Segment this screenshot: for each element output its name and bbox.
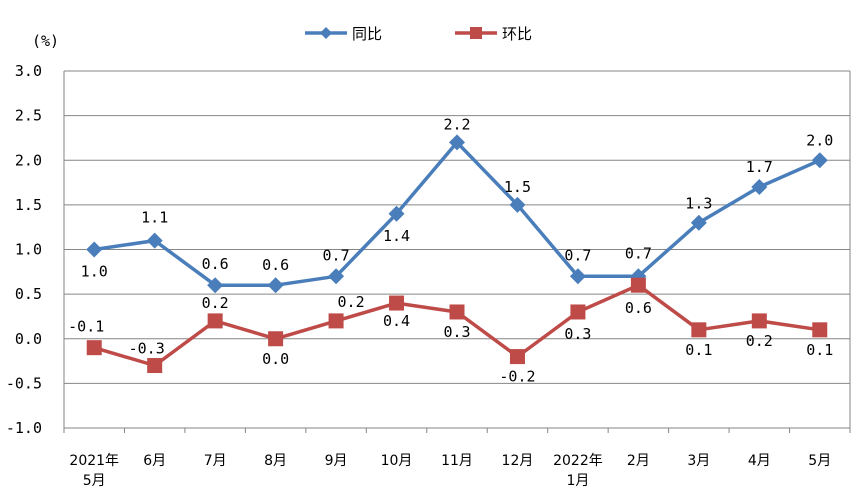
x-tick-label: 4月 (748, 453, 771, 469)
data-label: 1.1 (141, 209, 168, 227)
y-unit-label: (%) (32, 32, 59, 50)
data-label: 1.3 (685, 195, 712, 213)
x-tick-label: 6月 (143, 453, 166, 469)
data-label: 1.4 (383, 227, 410, 245)
data-label: 0.6 (202, 255, 229, 273)
data-label: 0.2 (338, 293, 365, 311)
marker-point (86, 241, 103, 258)
x-tick-label: 9月 (325, 453, 348, 469)
marker-point (449, 134, 465, 151)
marker-point (146, 232, 163, 249)
y-tick-label: 3.0 (15, 62, 42, 80)
data-label: 0.4 (383, 312, 410, 330)
marker-point (388, 205, 405, 222)
series-group (86, 134, 828, 374)
marker-point (691, 322, 707, 338)
legend-label: 同比 (352, 25, 382, 43)
x-tick-label: 7月 (204, 453, 227, 469)
marker-point (449, 304, 465, 320)
y-tick-label: 2.0 (15, 151, 42, 169)
data-label: 2.0 (806, 131, 833, 149)
marker-point (630, 277, 646, 293)
data-label: 0.7 (625, 244, 652, 262)
marker-point (812, 322, 828, 338)
legend-label: 环比 (502, 25, 532, 43)
marker-point (207, 313, 223, 329)
x-tick-label: 12月 (502, 453, 534, 469)
data-label: 0.2 (746, 332, 773, 350)
marker-point (328, 268, 345, 285)
marker-point (328, 313, 344, 329)
y-tick-label: 0.0 (15, 330, 42, 348)
x-axis: 2021年 5月 6月 7月 8月 9月 10月 11月 12月 2022年 1月 2月 3月 4月 5月 (63, 428, 851, 489)
data-label: -0.2 (499, 368, 535, 386)
data-label: 0.2 (202, 294, 229, 312)
marker-point (207, 277, 224, 294)
data-label: 1.7 (746, 158, 773, 176)
data-label: 0.6 (625, 299, 652, 317)
y-tick-label: -0.5 (6, 374, 42, 392)
x-tick-label: 5月 (808, 453, 831, 469)
legend-marker-diamond (320, 27, 332, 39)
data-label: 0.0 (262, 350, 289, 368)
data-label: 0.3 (564, 325, 591, 343)
x-tick-label: 8月 (264, 453, 287, 469)
y-tick-label: 2.5 (15, 107, 42, 125)
x-tick-label: 3月 (687, 453, 710, 469)
data-label: 1.0 (81, 263, 108, 281)
marker-point (751, 313, 767, 329)
legend-marker-square (470, 27, 482, 39)
data-label: 0.7 (323, 246, 350, 264)
x-tick-label: 5月 (83, 473, 106, 489)
y-tick-label: 0.5 (15, 285, 42, 303)
marker-point (389, 295, 405, 311)
marker-point (509, 349, 525, 365)
data-label: 0.1 (806, 341, 833, 359)
gridlines (63, 70, 851, 429)
x-tick-label: 2021年 (69, 453, 119, 469)
data-label: -0.1 (68, 318, 104, 336)
y-tick-label: 1.5 (15, 196, 42, 214)
data-label: 0.7 (564, 246, 591, 264)
marker-point (268, 331, 284, 347)
x-tick-label: 2022年 (553, 453, 603, 469)
y-tick-label: -1.0 (6, 419, 42, 437)
marker-point (811, 152, 828, 169)
data-label: -0.3 (129, 340, 165, 358)
data-label: 2.2 (443, 115, 470, 133)
marker-point (569, 268, 586, 285)
data-label: 0.6 (262, 256, 289, 274)
marker-point (86, 340, 102, 356)
x-tick-label: 2月 (627, 453, 650, 469)
marker-point (267, 277, 284, 294)
marker-point (690, 214, 707, 231)
data-labels: 1.0 1.1 0.6 0.6 0.7 1.4 2.2 1.5 0.7 0.7 1.3 1.7 2.0 -… (68, 115, 833, 385)
data-label: 0.3 (443, 323, 470, 341)
y-tick-label: 1.0 (15, 241, 42, 259)
data-label: 1.5 (504, 178, 531, 196)
x-tick-label: 1月 (566, 473, 589, 489)
marker-point (147, 358, 163, 374)
marker-point (570, 304, 586, 320)
y-axis: 3.0 2.5 2.0 1.5 1.0 0.5 0.0 -0.5 -1.0 (6, 62, 42, 437)
data-label: 0.1 (685, 341, 712, 359)
legend: 同比 环比 (305, 25, 532, 43)
marker-point (509, 196, 526, 213)
x-tick-label: 11月 (441, 453, 473, 469)
x-tick-label: 10月 (381, 453, 413, 469)
marker-point (751, 179, 768, 196)
